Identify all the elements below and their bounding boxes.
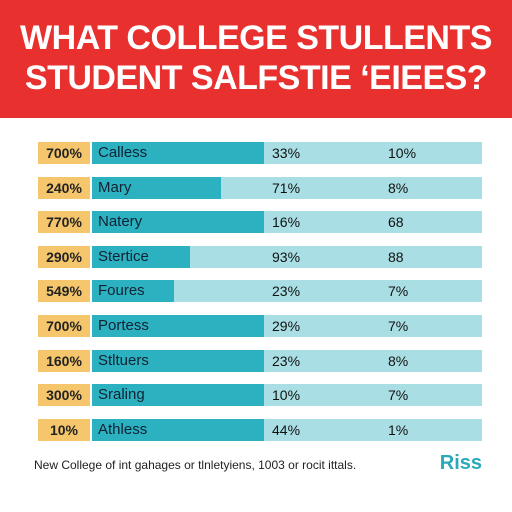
row-name: Foures [98, 282, 145, 300]
row-name: Portess [98, 317, 149, 334]
table-row: 240% Mary 71% 8% [38, 176, 482, 199]
table-row: 290% Stertice 93% 88 [38, 245, 482, 268]
row-name: Calless [98, 144, 148, 161]
bar [92, 142, 264, 164]
title-line: WHAT COLLEGE STULLENTS [20, 19, 492, 57]
cell: 23% [272, 283, 301, 300]
bar-track: Foures 23% 7% [92, 280, 482, 303]
bar [92, 349, 264, 372]
cell: 16% [272, 214, 301, 231]
bar-track: Calless 33% 10% [92, 142, 482, 164]
badge: 300% [38, 384, 90, 407]
table-row: 700% Portess 29% 7% [38, 315, 482, 337]
bar [92, 211, 264, 234]
bar-track: Stertice 93% 88 [92, 245, 482, 268]
bar-track: Natery 16% 68 [92, 211, 482, 234]
bar [92, 315, 264, 337]
row-name: Athless [98, 420, 148, 438]
table-row: 549% Foures 23% 7% [38, 280, 482, 303]
table-row: 10% Athless 44% 1% [38, 418, 482, 441]
header: WHAT COLLEGE STULLENTS STUDENT SALFSTIE … [0, 0, 512, 118]
bar-track: Mary 71% 8% [92, 176, 482, 199]
bar [92, 176, 221, 199]
bar [92, 384, 264, 407]
title-line: STUDENT SALFSTIE ‘EIEES? [24, 59, 488, 97]
badge: 770% [38, 211, 90, 234]
table-row: 700% Calless 33% 10% [38, 142, 482, 164]
bar [92, 245, 190, 268]
table-row: 770% Natery 16% 68 [38, 211, 482, 234]
cell: 23% [272, 352, 301, 369]
badge: 700% [38, 142, 90, 164]
row-name: Mary [98, 178, 132, 196]
bar-track: Athless 44% 1% [92, 418, 482, 441]
cell: 71% [272, 179, 301, 196]
bar [92, 418, 264, 441]
cell: 33% [272, 145, 301, 161]
badge: 700% [38, 315, 90, 337]
badge: 240% [38, 176, 90, 199]
row-name: Stertice [98, 247, 149, 265]
cell: 29% [272, 318, 301, 334]
badge: 160% [38, 349, 90, 372]
row-name: Sraling [98, 386, 145, 404]
row-name: Natery [98, 213, 143, 231]
cell: 93% [272, 248, 301, 265]
cell: 10% [272, 387, 301, 404]
cell: 44% [272, 421, 301, 438]
badge: 10% [38, 418, 90, 441]
bar-track: Sraling 10% 7% [92, 384, 482, 407]
bar-track: Portess 29% 7% [92, 315, 482, 337]
table-row: 300% Sraling 10% 7% [38, 384, 482, 407]
bar [92, 280, 174, 303]
footer-note: New College of int gahages or tlnletyien… [34, 458, 357, 472]
bar-track: Stltuers 23% 8% [92, 349, 482, 372]
row-name: Stltuers [98, 351, 149, 369]
table-row: 160% Stltuers 23% 8% [38, 349, 482, 372]
badge: 290% [38, 245, 90, 268]
brand: Riss [439, 452, 482, 474]
badge: 549% [38, 280, 90, 303]
